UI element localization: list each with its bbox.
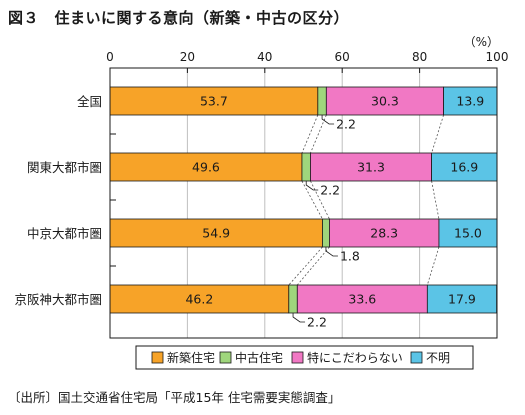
data-label: 2.2 bbox=[307, 315, 327, 330]
x-tick-label: 40 bbox=[257, 50, 272, 64]
bar-segment bbox=[426, 284, 498, 314]
legend-label: 中古住宅 bbox=[235, 350, 283, 365]
callout-line bbox=[292, 313, 306, 323]
stacked-bar-chart: 53.7 30.3 13.9 2.2 49.6 31.3 16.9 2.2 54.9 28.3 15… bbox=[14, 35, 509, 370]
data-label: 13.9 bbox=[456, 94, 484, 109]
connector-line bbox=[431, 114, 444, 154]
legend-swatch bbox=[410, 351, 423, 364]
data-label: 53.7 bbox=[200, 94, 228, 109]
bar-segment bbox=[310, 152, 432, 182]
data-label: 28.3 bbox=[370, 226, 398, 241]
callout-line bbox=[325, 247, 338, 257]
connector-line bbox=[310, 180, 330, 220]
connector-line bbox=[426, 246, 440, 286]
legend-label: 新築住宅 bbox=[167, 350, 215, 365]
data-label: 46.2 bbox=[185, 292, 213, 307]
bar-segment bbox=[317, 86, 327, 116]
bar-segment bbox=[296, 284, 428, 314]
callout-line bbox=[321, 115, 335, 125]
data-label: 54.9 bbox=[202, 226, 230, 241]
x-tick-label: 80 bbox=[412, 50, 427, 64]
bar-segment bbox=[443, 86, 498, 116]
category-label: 全国 bbox=[77, 94, 102, 109]
legend-swatch bbox=[291, 351, 304, 364]
data-label: 15.0 bbox=[454, 226, 482, 241]
connector-line bbox=[310, 114, 327, 154]
data-label: 49.6 bbox=[192, 160, 220, 175]
bar-segment bbox=[109, 218, 323, 248]
bar-segment bbox=[325, 86, 444, 116]
category-label: 京阪神大都市圏 bbox=[14, 292, 102, 307]
unit-label: （%） bbox=[464, 35, 499, 49]
data-label: 33.6 bbox=[348, 292, 376, 307]
data-label: 1.8 bbox=[340, 249, 360, 264]
x-tick-label: 60 bbox=[335, 50, 350, 64]
category-label: 関東大都市圏 bbox=[27, 160, 102, 175]
data-label: 30.3 bbox=[371, 94, 399, 109]
data-label: 31.3 bbox=[357, 160, 385, 175]
data-label: 2.2 bbox=[320, 183, 340, 198]
source-note: 〔出所〕国土交通省住宅局「平成15年 住宅需要実態調査」 bbox=[8, 390, 341, 405]
connector-line bbox=[301, 114, 319, 154]
bar-segment bbox=[109, 284, 290, 314]
legend-swatch bbox=[151, 351, 164, 364]
bar-segment bbox=[322, 218, 330, 248]
bar-segment bbox=[431, 152, 498, 182]
plot-frame bbox=[109, 67, 498, 339]
x-tick-label: 0 bbox=[106, 50, 114, 64]
legend-label: 特にこだわらない bbox=[307, 350, 403, 365]
connector-line bbox=[297, 246, 330, 286]
bar-segment bbox=[301, 152, 311, 182]
data-label: 16.9 bbox=[450, 160, 478, 175]
legend-label: 不明 bbox=[426, 351, 450, 365]
x-tick-label: 100 bbox=[486, 50, 509, 64]
data-label: 2.2 bbox=[336, 117, 356, 132]
callout-line bbox=[305, 181, 319, 191]
bar-segment bbox=[288, 284, 298, 314]
connector-line bbox=[288, 246, 323, 286]
legend-swatch bbox=[219, 351, 232, 364]
category-label: 中京大都市圏 bbox=[27, 226, 102, 241]
bar-segment bbox=[329, 218, 440, 248]
connector-line bbox=[431, 180, 440, 220]
data-label: 17.9 bbox=[448, 292, 476, 307]
chart-title: 図３ 住まいに関する意向（新築・中古の区分） bbox=[8, 9, 350, 27]
x-tick-label: 20 bbox=[180, 50, 195, 64]
connector-line bbox=[301, 180, 323, 220]
